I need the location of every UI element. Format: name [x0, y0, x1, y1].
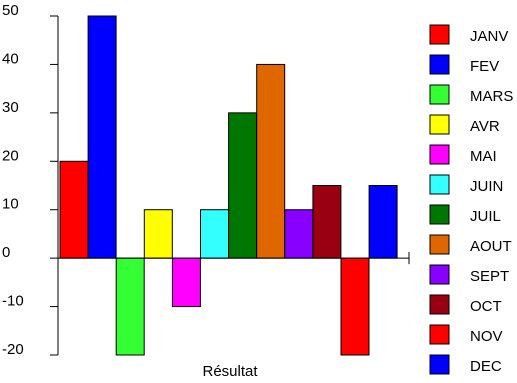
legend-label-aout: AOUT	[470, 238, 512, 255]
legend-label-janv: JANV	[470, 28, 508, 45]
bar-oct	[312, 185, 342, 259]
legend-label-juin: JUIN	[470, 178, 503, 195]
y-tick-label: 20	[2, 147, 19, 164]
y-tick-label: 40	[2, 50, 19, 67]
bar-avr	[143, 209, 173, 259]
bar-aout	[256, 63, 286, 259]
y-tick-label: 50	[2, 2, 19, 19]
y-tick-label: -10	[2, 293, 24, 310]
y-tick-label: -20	[2, 341, 24, 358]
legend-swatch-mars	[429, 84, 450, 105]
legend-label-fev: FEV	[470, 58, 499, 75]
bar-juil	[228, 112, 258, 259]
bars	[59, 15, 398, 356]
bar-fev	[87, 15, 117, 259]
legend-label-mai: MAI	[470, 148, 497, 165]
axes	[57, 16, 410, 355]
y-tick-label: 10	[2, 196, 19, 213]
bar-mars	[115, 257, 145, 356]
legend-label-dec: DEC	[470, 358, 502, 375]
x-axis-label: Résultat	[202, 363, 258, 380]
bar-mai	[171, 257, 201, 308]
legend-swatch-mai	[429, 144, 450, 165]
legend-swatch-janv	[429, 24, 450, 45]
bar-nov	[340, 257, 370, 356]
legend-label-mars: MARS	[470, 88, 513, 105]
legend: JANV FEV MARS AVR MAI JUIN JUIL AOUT SEPT OCT NOV D…	[429, 24, 513, 375]
legend-swatch-juin	[429, 174, 450, 195]
legend-swatch-sept	[429, 264, 450, 285]
legend-swatch-aout	[429, 234, 450, 255]
y-axis-ticks: 50 40 30 20 10 0 -10 -20	[2, 2, 58, 358]
legend-swatch-avr	[429, 114, 450, 135]
legend-label-oct: OCT	[470, 298, 502, 315]
legend-label-nov: NOV	[470, 328, 503, 345]
legend-label-juil: JUIL	[470, 208, 501, 225]
legend-swatch-fev	[429, 54, 450, 75]
bar-juin	[200, 209, 229, 259]
bar-sept	[284, 209, 314, 259]
legend-label-sept: SEPT	[470, 268, 509, 285]
bar-dec	[368, 185, 398, 259]
y-tick-label: 30	[2, 99, 19, 116]
legend-swatch-juil	[429, 204, 450, 225]
bar-janv	[59, 160, 89, 259]
legend-swatch-nov	[429, 324, 450, 345]
y-tick-label: 0	[2, 244, 10, 261]
legend-swatch-dec	[429, 354, 450, 375]
legend-label-avr: AVR	[470, 118, 500, 135]
legend-swatch-oct	[429, 294, 450, 315]
